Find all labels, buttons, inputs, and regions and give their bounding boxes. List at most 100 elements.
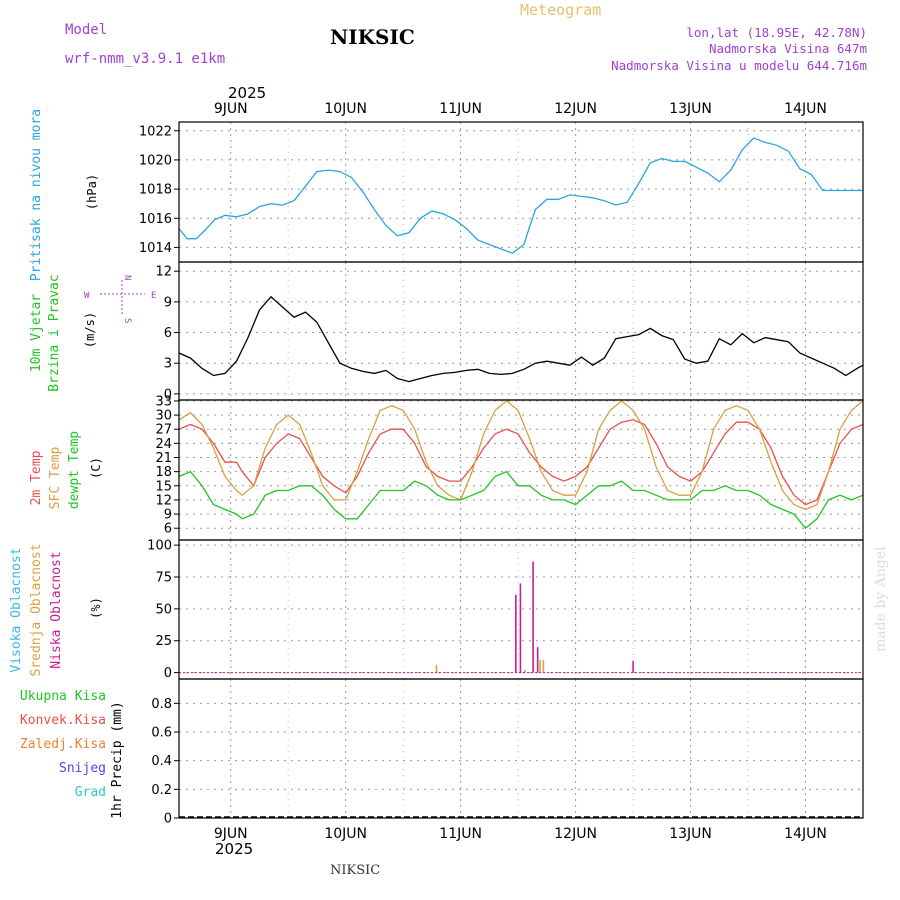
precip-ytick-label: 0 <box>164 812 172 827</box>
lonlat-label: lon,lat (18.95E, 42.78N) <box>686 25 867 40</box>
pressure-series-line <box>178 137 863 254</box>
cloud-bar <box>542 659 545 673</box>
cloud-bar <box>435 664 438 673</box>
temperature-ylabel: SFC Temp <box>48 447 63 510</box>
precip-legend-item: Ukupna Kisa <box>20 689 106 704</box>
clouds-ytick-label: 25 <box>155 634 172 649</box>
temperature-ytick-label: 12 <box>155 493 172 508</box>
wind-ytick-label: 6 <box>164 326 172 341</box>
x-tick-label: 10JUN <box>324 101 367 117</box>
wind-ylabel: (m/s) <box>83 312 97 348</box>
precip-legend-item: Konvek.Kisa <box>20 713 106 728</box>
temperature-series-line <box>178 419 864 506</box>
model-name: wrf-nmm_v3.9.1 e1km <box>65 51 225 67</box>
clouds-ytick-label: 0 <box>164 666 172 681</box>
clouds-ylabel: Srednja Oblacnost <box>29 543 44 676</box>
wind-panel: 0 3 6 9 12 10m Vjetar Brzina i Pravac (m/s) <box>29 261 864 402</box>
temperature-ylabel: (C) <box>89 457 103 479</box>
pressure-ytick-label: 1016 <box>139 212 172 227</box>
clouds-ytick-label: 50 <box>155 602 172 617</box>
temperature-ytick-label: 15 <box>155 479 172 494</box>
wind-ytick-label: 9 <box>164 295 172 310</box>
cloud-bar <box>515 594 517 673</box>
x-tick-label: 9JUN <box>214 826 248 842</box>
compass-s: S <box>122 318 132 323</box>
x-tick-label: 14JUN <box>784 101 827 117</box>
x-tick-label: 13JUN <box>669 826 712 842</box>
x-tick-label: 12JUN <box>554 101 597 117</box>
temperature-ytick-label: 6 <box>164 522 172 537</box>
wind-ylabel: Brzina i Pravac <box>47 274 62 391</box>
precip-legend-item: Grad <box>75 785 106 800</box>
model-elevation-label: Nadmorska Visina u modelu 644.716m <box>611 58 867 73</box>
precip-legend-item: Snijeg <box>59 761 106 776</box>
pressure-ytick-label: 1022 <box>139 124 172 139</box>
temperature-ytick-label: 30 <box>155 409 172 424</box>
pressure-panel: 1014 1016 1018 1020 1022 Pritisak na nivou mo… <box>29 101 864 281</box>
precip-ylabel: 1hr Precip (mm) <box>110 701 125 818</box>
x-tick-label: 10JUN <box>324 826 367 842</box>
temperature-series-line <box>178 400 864 511</box>
temperature-ytick-label: 9 <box>164 508 172 523</box>
compass-n: N <box>122 275 132 280</box>
cloud-bar <box>524 670 526 673</box>
wind-ytick-label: 0 <box>164 387 172 402</box>
cloud-bar <box>519 583 522 673</box>
header: Model wrf-nmm_v3.9.1 e1km NIKSIC Meteogr… <box>65 1 889 878</box>
x-tick-label: 11JUN <box>439 101 482 117</box>
compass-e: E <box>151 291 156 301</box>
year-top: 2025 <box>228 84 266 102</box>
clouds-ylabel: Niska Oblacnost <box>49 551 64 668</box>
clouds-ylabel: (%) <box>89 597 103 619</box>
x-tick-label: 9JUN <box>214 101 248 117</box>
clouds-ylabel: Visoka Oblacnost <box>9 547 24 672</box>
temperature-ytick-label: 21 <box>155 451 172 466</box>
cloud-bar <box>539 659 541 673</box>
clouds-ytick-label: 75 <box>155 570 172 585</box>
clouds-panel: 0 25 50 75 100 Visoka Oblacnost Srednja Oblacn… <box>9 539 864 681</box>
wind-series-line <box>178 295 864 383</box>
cloud-bar <box>532 561 534 673</box>
credit: made by Angel <box>873 546 889 652</box>
pressure-ytick-label: 1014 <box>139 241 172 256</box>
wind-compass: N S W E <box>84 275 156 323</box>
wind-frame <box>178 261 864 401</box>
temperature-ytick-label: 18 <box>155 465 172 480</box>
cloud-bar <box>536 647 539 673</box>
pressure-ylabel: Pritisak na nivou mora <box>29 109 44 281</box>
wind-ytick-label: 3 <box>164 357 172 372</box>
precip-legend-item: Zaledj.Kisa <box>20 737 106 752</box>
year-bottom: 2025 <box>215 840 253 858</box>
precip-ytick-label: 0.4 <box>151 754 172 769</box>
wind-ylabel: 10m Vjetar <box>29 294 44 372</box>
precip-ytick-label: 0.8 <box>151 697 172 712</box>
precip-ytick-label: 0.6 <box>151 726 172 741</box>
model-label: Model <box>65 22 107 38</box>
pressure-ylabel: (hPa) <box>85 174 99 210</box>
wind-ytick-label: 12 <box>155 265 172 280</box>
temperature-ytick-label: 24 <box>155 437 172 452</box>
precip-frame <box>178 678 864 819</box>
temperature-ylabel: dewpt Temp <box>67 431 82 509</box>
clouds-ytick-label: 100 <box>147 539 172 554</box>
pressure-ytick-label: 1020 <box>139 153 172 168</box>
cloud-bar <box>632 661 634 673</box>
footer-station: NIKSIC <box>330 863 380 878</box>
temperature-ytick-label: 33 <box>155 394 172 409</box>
x-tick-label: 14JUN <box>784 826 827 842</box>
station-title: NIKSIC <box>330 25 415 49</box>
pressure-frame <box>178 121 864 263</box>
pressure-ytick-label: 1018 <box>139 183 172 198</box>
precip-ytick-label: 0.2 <box>151 783 172 798</box>
temperature-ytick-label: 27 <box>155 423 172 438</box>
temperature-ylabel: 2m Temp <box>29 450 44 505</box>
precip-panel: 0 0.2 0.4 0.6 0.8 1hr Precip (mm) Ukupna Kisa K… <box>20 678 864 842</box>
elevation-label: Nadmorska Visina 647m <box>709 41 867 56</box>
compass-w: W <box>84 291 90 301</box>
meteogram-label: Meteogram <box>520 1 601 19</box>
temperature-series-line <box>178 470 864 530</box>
x-tick-label: 13JUN <box>669 101 712 117</box>
panels: 1014 1016 1018 1020 1022 Pritisak na nivou mo… <box>9 101 864 842</box>
